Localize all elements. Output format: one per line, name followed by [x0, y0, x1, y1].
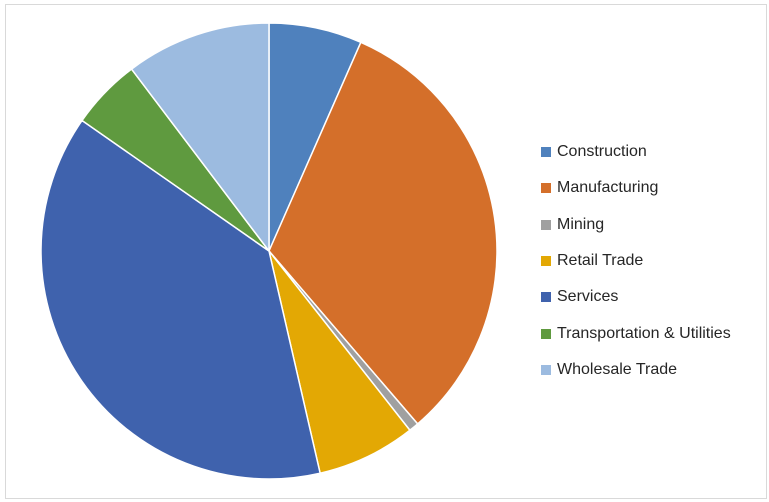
legend-label-wholesale-trade: Wholesale Trade: [557, 360, 678, 378]
legend-label-construction: Construction: [557, 143, 647, 161]
pie-slice-wholesale-trade: [130, 22, 270, 252]
legend-swatch-services: [541, 292, 551, 303]
legend-swatch-mining: [541, 219, 551, 230]
legend-swatch-retail-trade: [541, 256, 551, 267]
legend-label-mining: Mining: [557, 215, 605, 233]
pie-slice-manufacturing: [268, 41, 498, 425]
legend-item-retail-trade: Retail Trade: [541, 243, 731, 279]
legend-label-manufacturing: Manufacturing: [557, 179, 659, 197]
legend-swatch-transportation-utilities: [541, 328, 551, 339]
legend-swatch-construction: [541, 147, 551, 158]
legend: Construction Manufacturing Mining Retail…: [541, 134, 731, 388]
legend-item-manufacturing: Manufacturing: [541, 170, 731, 206]
legend-label-services: Services: [557, 288, 619, 306]
legend-label-transportation-utilities: Transportation & Utilities: [557, 324, 731, 342]
legend-item-services: Services: [541, 279, 731, 315]
legend-item-construction: Construction: [541, 134, 731, 170]
legend-swatch-wholesale-trade: [541, 364, 551, 375]
pie-slice-services: [40, 119, 321, 480]
legend-item-wholesale-trade: Wholesale Trade: [541, 352, 731, 388]
legend-label-retail-trade: Retail Trade: [557, 252, 644, 270]
legend-item-transportation-utilities: Transportation & Utilities: [541, 315, 731, 351]
legend-swatch-manufacturing: [541, 183, 551, 194]
legend-item-mining: Mining: [541, 207, 731, 243]
